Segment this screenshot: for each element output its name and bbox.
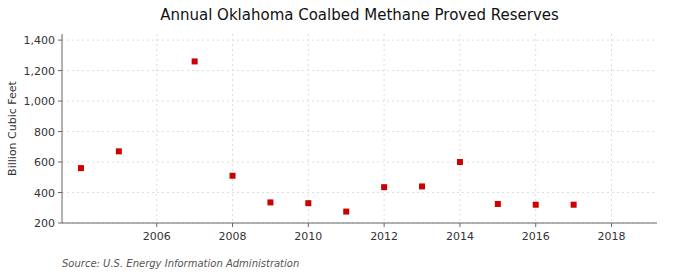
y-tick [58, 101, 62, 102]
x-grid-line [308, 34, 309, 223]
y-axis-line [62, 34, 63, 223]
y-grid-line [62, 40, 657, 41]
chart-container: 200 400 600 800 1,000 1,200 1,400 2006 2008 2010 2… [0, 0, 675, 275]
x-tick [535, 223, 536, 227]
point [571, 202, 577, 208]
y-tick-label: 1,200 [24, 65, 56, 78]
x-tick [156, 223, 157, 227]
y-tick-label: 1,400 [24, 34, 56, 47]
x-grid-line [611, 34, 612, 223]
y-tick-label: 600 [34, 156, 55, 169]
y-grid-line [62, 223, 657, 224]
point [116, 148, 122, 154]
points [78, 58, 577, 214]
y-axis-label: Billion Cubic Feet [6, 80, 19, 175]
point [457, 159, 463, 165]
point [230, 173, 236, 179]
y-grid-line [62, 192, 657, 193]
x-grid-line [535, 34, 536, 223]
point [78, 165, 84, 171]
point [267, 199, 273, 205]
chart-svg: 200 400 600 800 1,000 1,200 1,400 2006 2008 2010 2… [0, 0, 675, 275]
x-grid-line [232, 34, 233, 223]
point [305, 200, 311, 206]
x-tick-label: 2012 [370, 230, 398, 243]
y-tick [58, 40, 62, 41]
x-axis-line [62, 223, 657, 224]
x-tick [384, 223, 385, 227]
x-tick [611, 223, 612, 227]
y-grid-line [62, 162, 657, 163]
y-grid-line [62, 131, 657, 132]
x-tick-label: 2018 [598, 230, 626, 243]
x-grid-line [459, 34, 460, 223]
x-tick-label: 2008 [219, 230, 247, 243]
y-tick [58, 162, 62, 163]
y-tick [58, 192, 62, 193]
y-tick [58, 223, 62, 224]
y-tick [58, 131, 62, 132]
x-tick [308, 223, 309, 227]
axes: 200 400 600 800 1,000 1,200 1,400 2006 2008 2010 2… [24, 34, 658, 243]
x-tick-label: 2014 [446, 230, 474, 243]
y-grid-line [62, 101, 657, 102]
point [343, 209, 349, 215]
x-grid-line [156, 34, 157, 223]
grid [62, 34, 657, 223]
x-grid-line [384, 34, 385, 223]
x-tick-label: 2006 [143, 230, 171, 243]
x-tick [232, 223, 233, 227]
x-tick-label: 2010 [294, 230, 322, 243]
y-tick-label: 400 [34, 187, 55, 200]
y-tick-label: 800 [34, 126, 55, 139]
point [419, 183, 425, 189]
source-note: Source: U.S. Energy Information Administ… [62, 258, 299, 269]
chart-title: Annual Oklahoma Coalbed Methane Proved R… [160, 6, 559, 24]
y-grid-line [62, 70, 657, 71]
point [381, 184, 387, 190]
point [533, 202, 539, 208]
point [192, 58, 198, 64]
y-tick-label: 200 [34, 217, 55, 230]
x-tick-label: 2016 [522, 230, 550, 243]
y-tick [58, 70, 62, 71]
y-tick-label: 1,000 [24, 95, 56, 108]
point [495, 201, 501, 207]
x-tick [459, 223, 460, 227]
